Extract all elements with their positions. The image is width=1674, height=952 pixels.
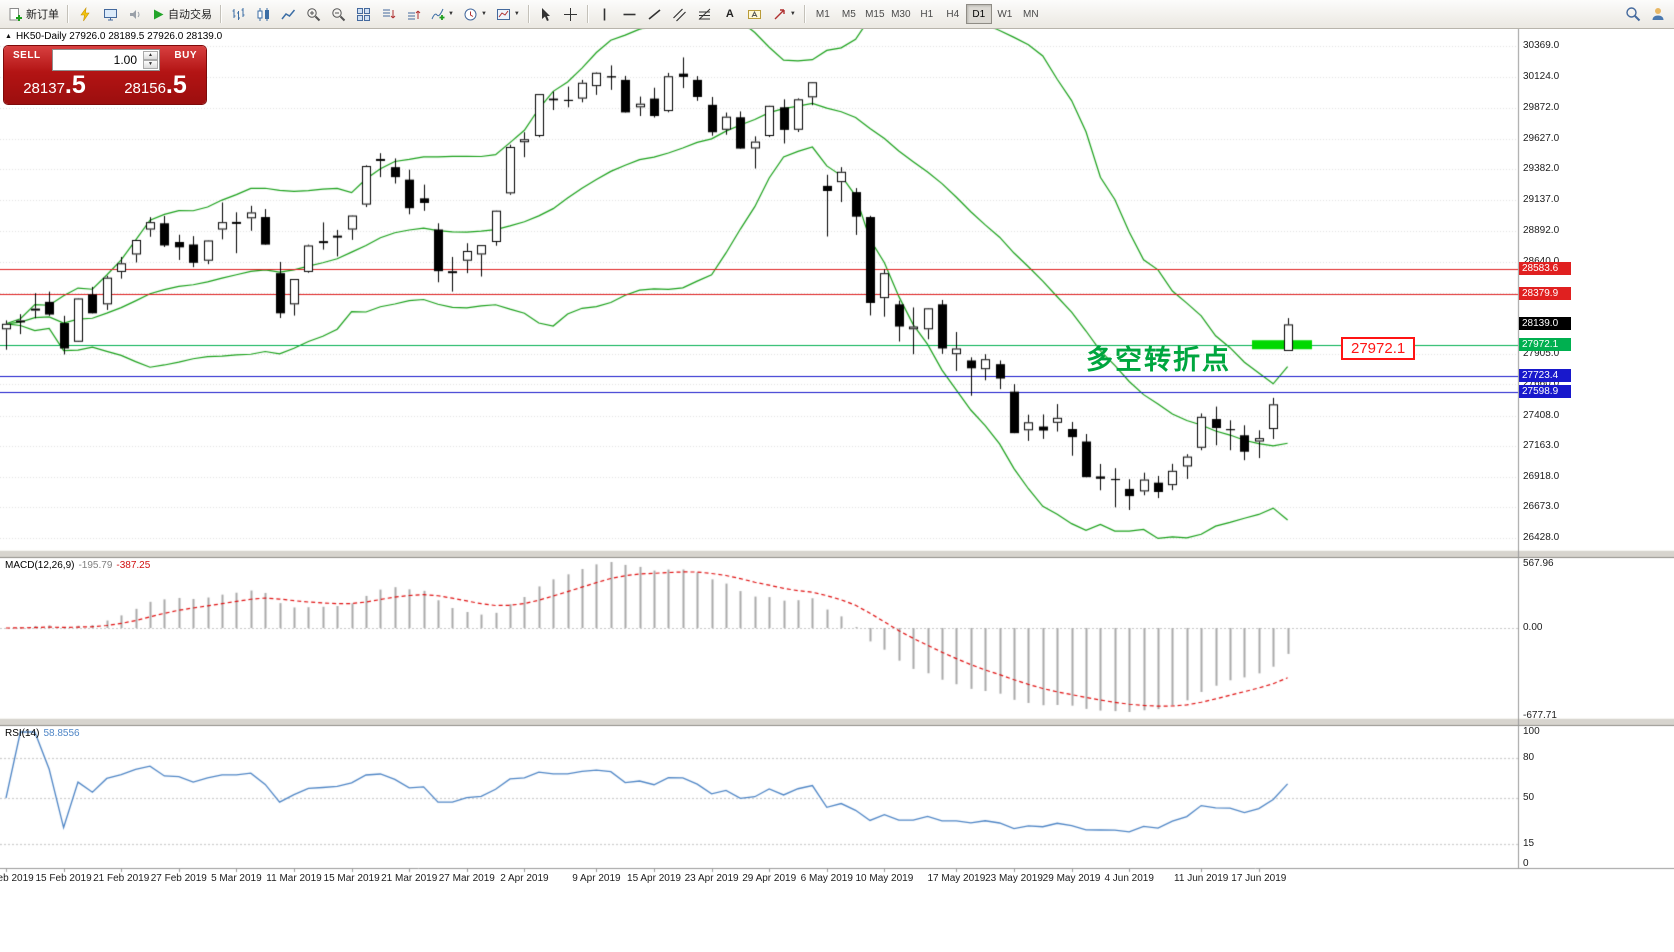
timeframe-h1-button[interactable]: H1 — [914, 4, 940, 24]
timeframe-w1-button[interactable]: W1 — [992, 4, 1018, 24]
cursor-icon — [538, 7, 553, 22]
buy-price-frac: .5 — [165, 71, 187, 99]
line-chart-button[interactable] — [276, 3, 300, 25]
candlestick-icon — [256, 7, 271, 22]
trendline-icon — [647, 7, 662, 22]
volume-spinner: ▲ ▼ — [143, 51, 158, 69]
channel-icon — [672, 7, 687, 22]
channel-button[interactable] — [668, 3, 692, 25]
volume-down-button[interactable]: ▼ — [143, 60, 158, 69]
buy-price-main: 28156 — [124, 80, 166, 97]
indicator-plus-icon — [430, 7, 445, 22]
volume-input[interactable]: 1.00 ▲ ▼ — [52, 49, 160, 71]
horizontal-line-icon — [622, 7, 637, 22]
buy-label: BUY — [174, 50, 197, 61]
arrow-shape-icon — [772, 7, 787, 22]
fibonacci-icon — [697, 7, 712, 22]
volume-value: 1.00 — [113, 53, 137, 67]
timeframe-m1-button[interactable]: M1 — [810, 4, 836, 24]
toolbar-separator — [220, 5, 222, 23]
zoom-in-icon — [306, 7, 321, 22]
crosshair-button[interactable] — [559, 3, 583, 25]
list-down-icon — [381, 7, 396, 22]
prev-chart-button[interactable] — [401, 3, 425, 25]
chevron-down-icon: ▼ — [789, 11, 796, 17]
new-order-icon — [8, 7, 23, 22]
main-toolbar: 新订单 自动交易 ▼ ▼ ▼ A ▼ M1 — [0, 0, 1674, 29]
lightning-icon — [78, 6, 93, 22]
crosshair-icon — [563, 7, 578, 22]
text-label-icon — [747, 7, 762, 22]
chevron-down-icon: ▼ — [480, 11, 487, 17]
autotrading-button[interactable]: 自动交易 — [148, 3, 216, 25]
periods-button[interactable]: ▼ — [459, 3, 491, 25]
cursor-button[interactable] — [534, 3, 558, 25]
zoom-in-button[interactable] — [301, 3, 325, 25]
search-button[interactable] — [1621, 3, 1645, 25]
bar-chart-icon — [231, 7, 246, 22]
next-chart-button[interactable] — [376, 3, 400, 25]
clock-icon — [463, 7, 478, 22]
toolbar-separator — [527, 5, 530, 23]
volume-up-button[interactable]: ▲ — [143, 51, 158, 60]
sell-price-frac: .5 — [64, 71, 86, 99]
play-icon — [152, 8, 165, 21]
list-up-icon — [406, 7, 421, 22]
templates-button[interactable]: ▼ — [492, 3, 524, 25]
sell-label: SELL — [13, 50, 41, 61]
person-icon — [1650, 6, 1666, 22]
timeframe-mn-button[interactable]: MN — [1018, 4, 1044, 24]
line-chart-icon — [280, 7, 296, 22]
candlestick-chart-button[interactable] — [251, 3, 275, 25]
timeframe-h4-button[interactable]: H4 — [940, 4, 966, 24]
toolbar-separator — [586, 5, 589, 23]
horizontal-line-button[interactable] — [618, 3, 642, 25]
mql5-button[interactable] — [73, 3, 97, 25]
chevron-down-icon: ▼ — [448, 11, 454, 17]
timeframe-m5-button[interactable]: M5 — [836, 4, 862, 24]
timeframe-m15-button[interactable]: M15 — [862, 4, 888, 24]
text-label-button[interactable] — [743, 3, 767, 25]
text-button[interactable]: A — [718, 3, 742, 25]
zoom-out-icon — [331, 7, 346, 22]
toolbar-separator — [803, 5, 806, 23]
timeframe-d1-button[interactable]: D1 — [965, 4, 992, 24]
new-order-button[interactable]: 新订单 — [4, 3, 63, 25]
search-icon — [1625, 6, 1641, 22]
monitor-icon — [103, 7, 118, 22]
speaker-icon — [128, 7, 143, 22]
vertical-line-icon — [597, 7, 612, 22]
indicators-button[interactable]: ▼ — [426, 3, 458, 25]
sell-price-main: 28137 — [23, 80, 65, 97]
toolbar-separator — [67, 5, 69, 23]
vertical-line-button[interactable] — [593, 3, 617, 25]
new-order-label: 新订单 — [26, 9, 59, 21]
template-icon — [496, 7, 511, 22]
sell-price: 28137.5 — [4, 71, 105, 100]
timeframe-toolbar: M1 M5 M15 M30 H1 H4 D1 W1 MN — [810, 4, 1044, 24]
tile-windows-icon — [356, 7, 371, 22]
zoom-out-button[interactable] — [326, 3, 350, 25]
timeframe-m30-button[interactable]: M30 — [888, 4, 914, 24]
buy-price: 28156.5 — [105, 71, 206, 100]
chevron-down-icon: ▼ — [513, 11, 520, 17]
fibonacci-button[interactable] — [693, 3, 717, 25]
bar-chart-button[interactable] — [226, 3, 250, 25]
tile-windows-button[interactable] — [351, 3, 375, 25]
shapes-button[interactable]: ▼ — [768, 3, 800, 25]
news-button[interactable] — [123, 3, 147, 25]
market-watch-button[interactable] — [98, 3, 122, 25]
one-click-trading-panel: SELL 28137.5 BUY 28156.5 1.00 ▲ ▼ — [4, 46, 206, 104]
assistant-button[interactable] — [1646, 3, 1670, 25]
text-tool-label: A — [725, 8, 734, 20]
autotrading-label: 自动交易 — [168, 9, 212, 21]
trendline-button[interactable] — [643, 3, 667, 25]
